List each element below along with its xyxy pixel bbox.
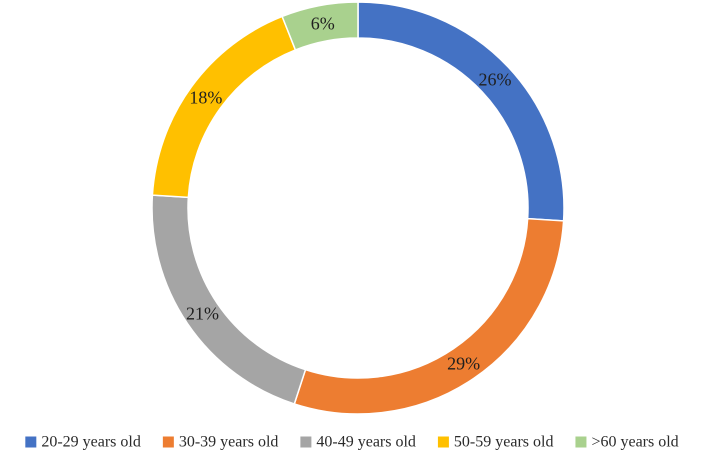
legend-item-3: 40-49 years old xyxy=(300,434,416,451)
slice-5 xyxy=(281,1,359,51)
legend-swatch-2 xyxy=(162,436,174,448)
legend-swatch-3 xyxy=(300,436,312,448)
legend-label-1: 20-29 years old xyxy=(41,434,141,451)
slices-group xyxy=(151,1,565,415)
slice-label-1: 26% xyxy=(479,69,512,89)
slice-4 xyxy=(151,15,297,199)
legend-label-4: 50-59 years old xyxy=(454,434,554,451)
legend-item-4: 50-59 years old xyxy=(437,434,554,451)
legend-swatch-4 xyxy=(437,436,449,448)
slice-2 xyxy=(293,217,565,415)
slice-3 xyxy=(151,194,307,405)
legend-swatch-1 xyxy=(25,436,37,448)
legend-swatch-5 xyxy=(575,436,587,448)
legend-label-2: 30-39 years old xyxy=(179,434,279,451)
legend-item-2: 30-39 years old xyxy=(162,434,279,451)
slice-label-2: 29% xyxy=(447,353,480,373)
legend-label-5: >60 years old xyxy=(591,434,678,451)
slice-labels-group: 26% 29% 21% 18% 6% xyxy=(186,13,512,373)
slice-label-4: 18% xyxy=(189,87,222,107)
legend: 20-29 years old 30-39 years old 40-49 year… xyxy=(25,434,679,451)
legend-item-5: >60 years old xyxy=(575,434,679,451)
legend-item-1: 20-29 years old xyxy=(25,434,141,451)
slice-label-5: 6% xyxy=(311,13,335,33)
slice-label-3: 21% xyxy=(186,304,219,324)
slice-1 xyxy=(357,1,565,222)
legend-label-3: 40-49 years old xyxy=(316,434,416,451)
